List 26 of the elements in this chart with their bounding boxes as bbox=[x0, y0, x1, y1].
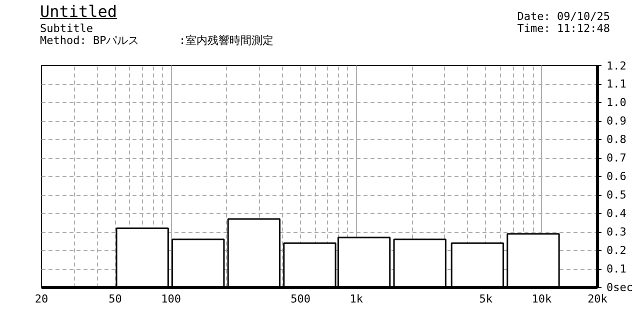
y-tick-label: 0.1 bbox=[606, 262, 626, 276]
y-tick-label: 0.2 bbox=[606, 244, 626, 257]
chart-title: Untitled bbox=[40, 2, 118, 21]
x-tick-label: 10k bbox=[532, 292, 552, 306]
y-tick-label: 0.3 bbox=[606, 226, 626, 238]
text: Method: BPパルス :室内残響時間測定 bbox=[40, 34, 274, 47]
x-tick-label: 1k bbox=[350, 292, 364, 306]
y-tick-label: 1.1 bbox=[606, 78, 626, 90]
x-tick-label: 50 bbox=[108, 292, 122, 306]
y-tick-label: 0.4 bbox=[606, 207, 627, 220]
y-tick-label: 0.8 bbox=[606, 133, 626, 146]
chart-subtitle: Subtitle bbox=[40, 22, 93, 35]
y-tick-label: 0.6 bbox=[606, 170, 626, 183]
y-tick-label: 0.5 bbox=[606, 188, 626, 202]
text: Date: 09/10/25 bbox=[517, 10, 610, 23]
y-tick-label: 1.2 bbox=[606, 60, 626, 72]
y-tick-label: 1.0 bbox=[606, 96, 626, 109]
y-tick-label: 0sec bbox=[606, 281, 633, 294]
x-tick-label: 5k bbox=[479, 292, 493, 306]
x-tick-label: 100 bbox=[161, 292, 181, 306]
y-tick-label: 0.7 bbox=[606, 152, 626, 164]
text: Time: 11:12:48 bbox=[517, 22, 610, 35]
y-tick-label: 0.9 bbox=[606, 114, 626, 128]
x-tick-label: 500 bbox=[290, 292, 311, 306]
x-tick-label: 20 bbox=[34, 292, 48, 306]
x-tick-label: 20k bbox=[588, 292, 608, 306]
